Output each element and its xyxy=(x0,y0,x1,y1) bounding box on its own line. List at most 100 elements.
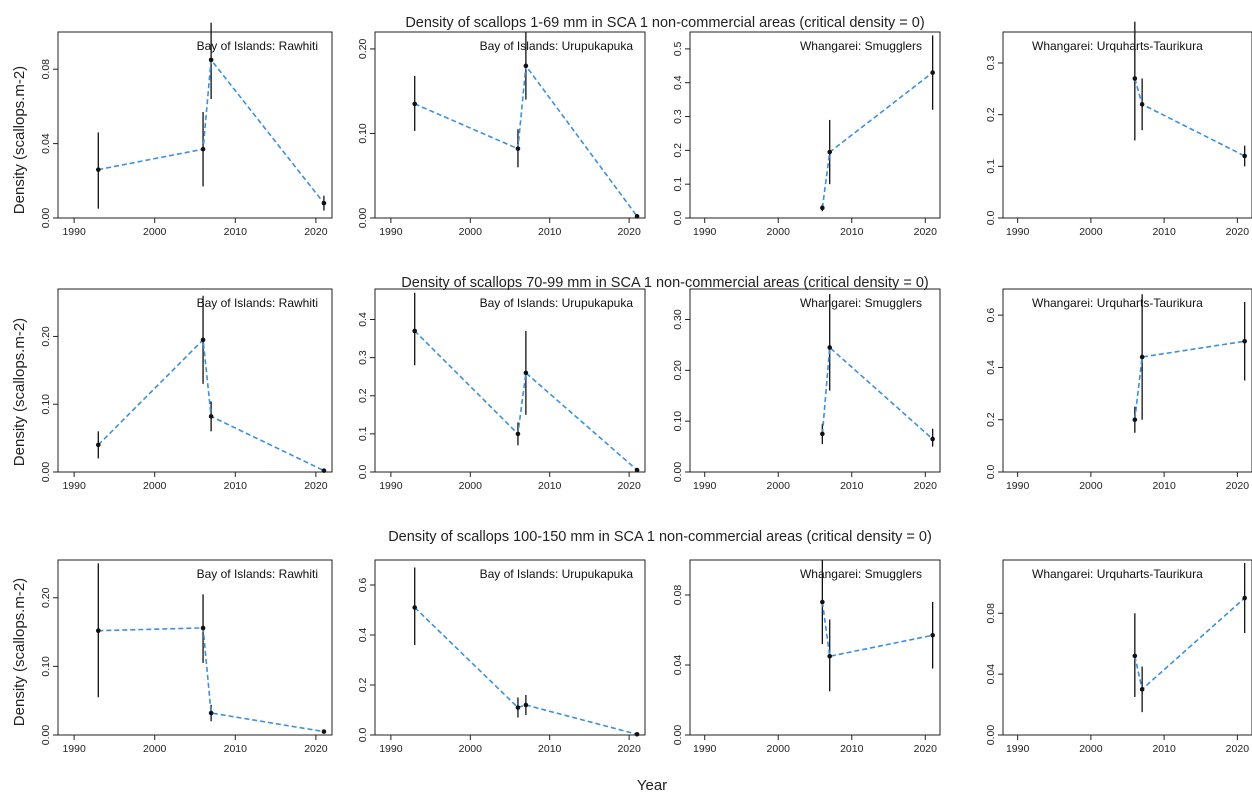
y-tick-label: 0.2 xyxy=(985,412,997,427)
panel-r1c4: 1990 2000 2010 2020 0.0 0.1 0.2 0.3 Whangarei: U… xyxy=(985,21,1252,238)
y-tick-label: 0.2 xyxy=(672,143,684,158)
data-point xyxy=(1139,687,1145,692)
plot-frame xyxy=(57,559,333,736)
y-tick-label: 0.1 xyxy=(357,426,369,441)
y-tick-label: 0.08 xyxy=(985,603,997,624)
x-tick-label: 2010 xyxy=(538,226,562,238)
x-tick-label: 2020 xyxy=(1226,226,1250,238)
series-line xyxy=(821,601,933,658)
x-tick-label: 2020 xyxy=(617,480,641,492)
x-tick-label: 2000 xyxy=(143,226,167,238)
y-tick-label: 0.00 xyxy=(357,208,369,229)
plot-frame xyxy=(689,31,941,219)
row-title-3: Density of scallops 100-150 mm in SCA 1 … xyxy=(388,529,932,545)
x-tick-label: 2010 xyxy=(1152,743,1176,755)
y-tick-label: 0.30 xyxy=(672,309,684,330)
x-tick-label: 2010 xyxy=(840,226,864,238)
x-tick-label: 2010 xyxy=(224,226,248,238)
data-point xyxy=(1242,595,1247,601)
y-tick-label: 0.10 xyxy=(672,411,684,432)
y-tick-label: 0.20 xyxy=(357,39,369,60)
data-point xyxy=(208,414,214,419)
y-tick-label: 0.04 xyxy=(985,664,997,685)
x-tick-label: 2010 xyxy=(224,743,248,755)
y-tick-label: 0.00 xyxy=(40,462,52,483)
x-tick-label: 2000 xyxy=(1079,226,1103,238)
y-tick-label: 0.0 xyxy=(357,465,369,480)
plot-frame xyxy=(374,288,646,473)
y-tick-label: 0.0 xyxy=(985,211,997,226)
y-tick-label: 0.20 xyxy=(672,360,684,381)
panel-label: Bay of Islands: Urupukapuka xyxy=(480,39,634,53)
panel-r3c3: 1990 2000 2010 2020 0.00 0.04 0.08 Whangarei: S… xyxy=(672,559,941,755)
data-point xyxy=(321,200,327,206)
panel-label: Bay of Islands: Urupukapuka xyxy=(480,567,634,581)
data-point xyxy=(95,442,101,448)
y-tick-label: 0.0 xyxy=(357,728,369,743)
y-tick-label: 0.10 xyxy=(40,394,52,415)
panel-label: Bay of Islands: Rawhiti xyxy=(197,296,318,310)
data-point xyxy=(827,345,833,350)
panel-r1c2: 1990 2000 2010 2020 0.00 0.10 0.20 Bay of Islan… xyxy=(357,31,646,238)
panel-r3c4: 1990 2000 2010 2020 0.00 0.04 0.08 Whangarei: U… xyxy=(985,559,1252,755)
x-tick-label: 2000 xyxy=(767,743,791,755)
panel-r2c3: 1990 2000 2010 2020 0.00 0.10 0.20 0.30 Whangare… xyxy=(672,288,941,492)
series-line xyxy=(414,606,638,736)
x-tick-label: 1990 xyxy=(693,480,717,492)
x-tick-label: 2000 xyxy=(767,226,791,238)
data-point xyxy=(412,328,418,334)
y-tick-label: 0.1 xyxy=(985,159,997,174)
y-tick-label: 0.4 xyxy=(357,628,369,643)
data-point xyxy=(634,731,640,737)
series-line xyxy=(414,63,638,217)
data-point xyxy=(523,370,529,376)
plot-frame xyxy=(689,559,941,736)
plot-frame xyxy=(57,31,333,219)
plot-frame xyxy=(1002,288,1252,473)
x-tick-label: 2010 xyxy=(840,480,864,492)
row-title-1: Density of scallops 1-69 mm in SCA 1 non… xyxy=(405,15,924,31)
panel-r2c4: 1990 2000 2010 2020 0.0 0.2 0.4 0.6 Whangarei: U… xyxy=(985,288,1252,492)
y-tick-label: 0.10 xyxy=(40,656,52,677)
data-point xyxy=(1139,354,1145,360)
data-point xyxy=(1242,153,1247,159)
panel-r2c1: 1990 2000 2010 2020 0.00 0.10 0.20 Bay of Islan… xyxy=(40,288,333,492)
data-point xyxy=(515,146,521,151)
y-tick-label: 0.10 xyxy=(357,123,369,144)
x-tick-label: 2000 xyxy=(459,226,483,238)
x-tick-label: 2020 xyxy=(304,226,328,238)
panel-label: Whangarei: Urquharts-Taurikura xyxy=(1032,567,1203,581)
x-tick-label: 1990 xyxy=(62,480,86,492)
y-tick-label: 0.6 xyxy=(357,578,369,593)
y-tick-label: 0.0 xyxy=(672,211,684,226)
x-tick-label: 2000 xyxy=(143,480,167,492)
series-line xyxy=(1134,597,1246,691)
y-tick-label: 0.04 xyxy=(40,133,52,154)
data-point xyxy=(200,625,206,631)
data-point xyxy=(412,605,418,610)
plot-frame xyxy=(57,288,333,473)
x-tick-label: 2000 xyxy=(1079,480,1103,492)
row-title-2: Density of scallops 70-99 mm in SCA 1 no… xyxy=(401,275,928,291)
data-point xyxy=(523,702,529,708)
x-tick-label: 2020 xyxy=(914,480,938,492)
data-point xyxy=(523,63,529,69)
y-tick-label: 0.4 xyxy=(985,360,997,375)
series-line xyxy=(97,338,325,472)
data-point xyxy=(634,467,640,473)
x-tick-label: 1990 xyxy=(379,743,403,755)
y-tick-label: 0.3 xyxy=(672,109,684,124)
data-point xyxy=(827,149,833,155)
panel-r3c1: 1990 2000 2010 2020 0.00 0.10 0.20 Bay of Islan… xyxy=(40,559,333,755)
data-point xyxy=(930,436,935,442)
data-point xyxy=(1132,417,1138,423)
x-tick-label: 1990 xyxy=(1006,743,1030,755)
x-tick-label: 1990 xyxy=(1006,480,1030,492)
x-tick-label: 2010 xyxy=(1152,226,1176,238)
data-point xyxy=(515,705,521,710)
x-tick-label: 2020 xyxy=(1226,480,1250,492)
panel-label: Bay of Islands: Urupukapuka xyxy=(480,296,634,310)
data-point xyxy=(412,101,418,107)
y-tick-label: 0.1 xyxy=(672,177,684,192)
